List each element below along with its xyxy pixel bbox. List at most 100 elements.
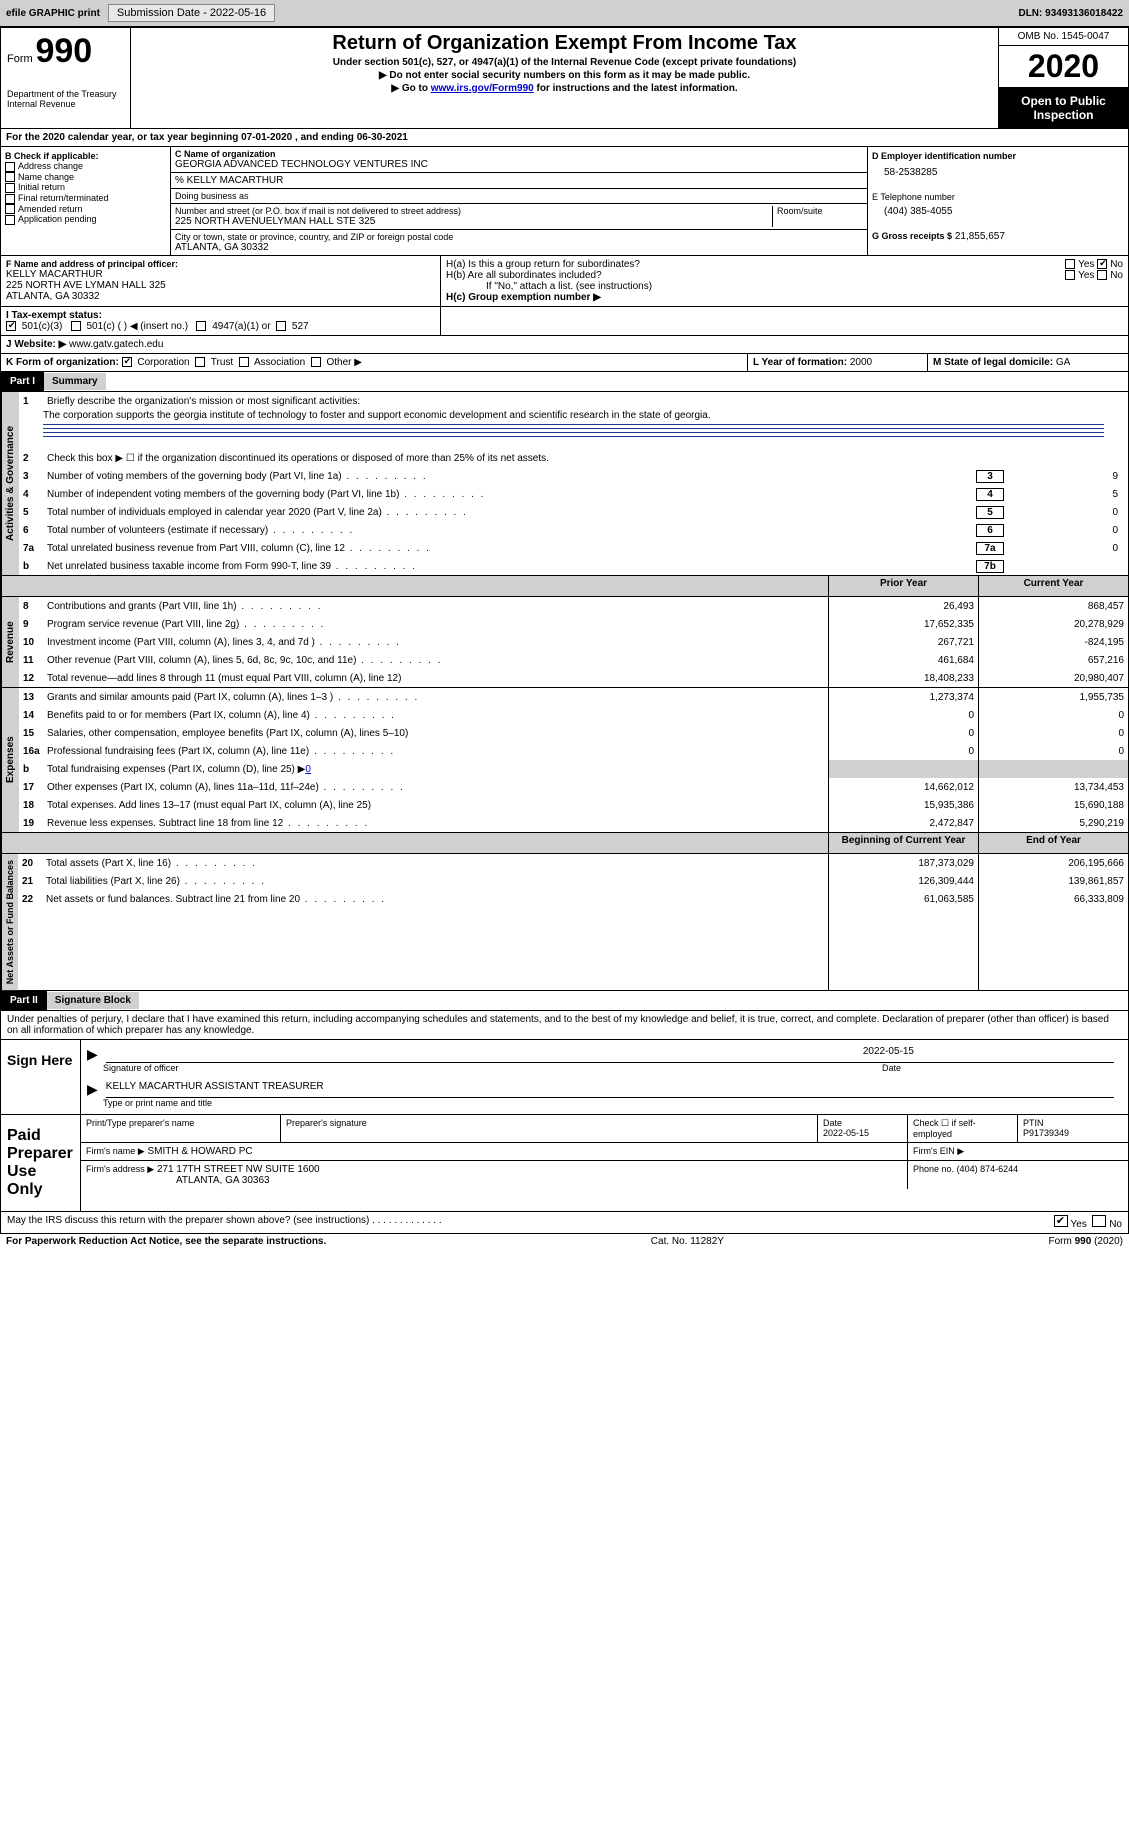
box7a: 7a <box>976 542 1004 555</box>
c11: 657,216 <box>979 651 1128 669</box>
irs-label: Internal Revenue <box>7 99 124 109</box>
footer-row: For Paperwork Reduction Act Notice, see … <box>0 1234 1129 1249</box>
ha-no[interactable] <box>1097 259 1107 269</box>
cb-amend[interactable] <box>5 204 15 214</box>
p17: 14,662,012 <box>829 778 978 796</box>
cb-trust[interactable] <box>195 357 205 367</box>
l14: Benefits paid to or for members (Part IX… <box>47 710 824 721</box>
l1-text: Briefly describe the organization's miss… <box>47 396 360 407</box>
form-number: 990 <box>35 32 92 70</box>
addr-label: Number and street (or P.O. box if mail i… <box>175 206 772 216</box>
sign-here: Sign Here <box>1 1040 81 1114</box>
l8: Contributions and grants (Part VIII, lin… <box>47 601 824 612</box>
section-i-row: I Tax-exempt status: 501(c)(3) 501(c) ( … <box>0 307 1129 336</box>
c-label: C Name of organization <box>175 149 863 159</box>
opt-assoc: Association <box>254 357 305 368</box>
cb-527[interactable] <box>276 321 286 331</box>
vert-rev: Revenue <box>1 597 19 687</box>
cb-other[interactable] <box>311 357 321 367</box>
na-header-row: Beginning of Current Year End of Year <box>0 833 1129 854</box>
cb-assoc[interactable] <box>239 357 249 367</box>
firm-ein-label: Firm's EIN ▶ <box>908 1143 1128 1160</box>
p13: 1,273,374 <box>829 688 978 706</box>
l21: Total liabilities (Part X, line 26) <box>46 876 824 887</box>
cb-app[interactable] <box>5 215 15 225</box>
arrow2: ▶ <box>87 1081 98 1098</box>
firm-phone-label: Phone no. <box>913 1164 954 1174</box>
firm-name-label: Firm's name ▶ <box>86 1146 145 1156</box>
yes3: Yes <box>1071 1219 1087 1230</box>
rule2 <box>43 428 1104 429</box>
rule1 <box>43 424 1104 425</box>
date-label2: Date <box>823 1118 842 1128</box>
v-spacer <box>1 576 6 596</box>
ha-yes[interactable] <box>1065 259 1075 269</box>
prep-sig-label: Preparer's signature <box>281 1115 818 1142</box>
box4: 4 <box>976 488 1004 501</box>
hb-no[interactable] <box>1097 270 1107 280</box>
l22: Net assets or fund balances. Subtract li… <box>46 894 824 905</box>
sections-fh: F Name and address of principal officer:… <box>0 256 1129 307</box>
c16b-gray <box>979 760 1128 778</box>
may-no[interactable] <box>1092 1215 1106 1227</box>
omb-number: OMB No. 1545-0047 <box>999 28 1128 46</box>
current-year-head: Current Year <box>978 576 1128 596</box>
section-d: D Employer identification number 58-2538… <box>868 147 1128 255</box>
l2-num: 2 <box>23 453 47 464</box>
opt-trust: Trust <box>211 357 233 368</box>
v-spacer2 <box>1 833 6 853</box>
cb-name[interactable] <box>5 172 15 182</box>
ptin: P91739349 <box>1023 1128 1069 1138</box>
cb-final[interactable] <box>5 194 15 204</box>
revenue-header-row: Prior Year Current Year <box>0 576 1129 597</box>
hb-yes[interactable] <box>1065 270 1075 280</box>
p9: 17,652,335 <box>829 615 978 633</box>
yes1: Yes <box>1078 259 1094 270</box>
cb-501c[interactable] <box>71 321 81 331</box>
p11: 461,684 <box>829 651 978 669</box>
l1-num: 1 <box>23 396 47 407</box>
top-bar: efile GRAPHIC print efile GRAPHIC print … <box>0 0 1129 27</box>
gross-receipts: 21,855,657 <box>955 231 1005 242</box>
dln: DLN: 93493136018422 <box>1018 8 1123 19</box>
l16b: Total fundraising expenses (Part IX, col… <box>47 764 824 775</box>
l-label: L Year of formation: <box>753 357 847 368</box>
cb-501c3[interactable] <box>6 321 16 331</box>
part1-title: Summary <box>44 373 106 390</box>
firm-name: SMITH & HOWARD PC <box>147 1146 252 1157</box>
vert-na: Net Assets or Fund Balances <box>1 854 18 990</box>
l5: Total number of individuals employed in … <box>47 507 976 518</box>
hb-note: If "No," attach a list. (see instruction… <box>486 281 1123 292</box>
e-label: E Telephone number <box>872 192 1124 202</box>
sign-here-block: Sign Here ▶ 2022-05-15 Signature of offi… <box>0 1039 1129 1115</box>
v7a: 0 <box>1004 543 1124 554</box>
section-j-row: J Website: ▶ www.gatv.gatech.edu <box>0 336 1129 354</box>
cb-4947[interactable] <box>196 321 206 331</box>
l19: Revenue less expenses. Subtract line 18 … <box>47 818 824 829</box>
cb-init[interactable] <box>5 183 15 193</box>
part2-label: Part II <box>1 991 47 1010</box>
officer-addr1: 225 NORTH AVE LYMAN HALL 325 <box>6 280 435 291</box>
cat-no: Cat. No. 11282Y <box>651 1236 724 1247</box>
l6: Total number of volunteers (estimate if … <box>47 525 976 536</box>
d-label: D Employer identification number <box>872 151 1124 161</box>
c15: 0 <box>979 724 1128 742</box>
may-yes[interactable] <box>1054 1215 1068 1227</box>
p20: 187,373,029 <box>829 854 978 872</box>
cb-addr[interactable] <box>5 162 15 172</box>
opt-corp: Corporation <box>137 357 189 368</box>
l20: Total assets (Part X, line 16) <box>46 858 824 869</box>
cb-corp[interactable] <box>122 357 132 367</box>
l18: Total expenses. Add lines 13–17 (must eq… <box>47 800 824 811</box>
addr-change: Address change <box>18 161 83 171</box>
p19: 2,472,847 <box>829 814 978 832</box>
form-subtitle: Under section 501(c), 527, or 4947(a)(1)… <box>135 57 994 68</box>
irs-link[interactable]: www.irs.gov/Form990 <box>431 83 534 94</box>
vert-ag: Activities & Governance <box>1 392 19 575</box>
c14: 0 <box>979 706 1128 724</box>
mission-text: The corporation supports the georgia ins… <box>43 410 1104 421</box>
hb-label: H(b) Are all subordinates included? <box>446 270 726 281</box>
part1-header: Part ISummary <box>0 372 1129 392</box>
begin-year-head: Beginning of Current Year <box>828 833 978 853</box>
website: www.gatv.gatech.edu <box>69 339 163 350</box>
